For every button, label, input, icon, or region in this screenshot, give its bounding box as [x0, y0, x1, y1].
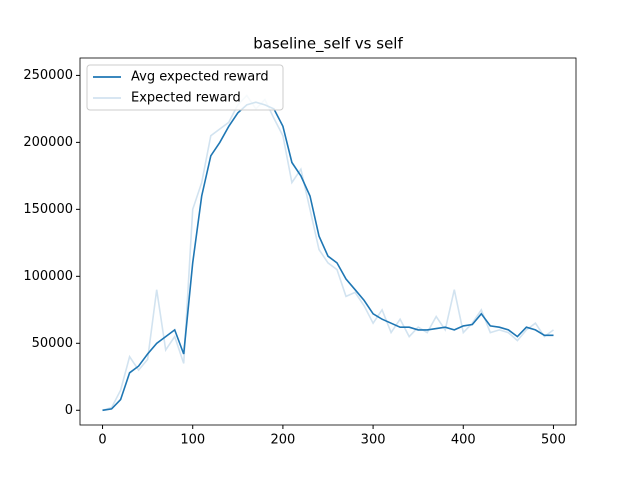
- series-line: [102, 94, 554, 412]
- y-tick-label: 50000: [32, 336, 73, 351]
- x-tick-label: 500: [541, 433, 566, 448]
- x-tick-label: 300: [361, 433, 386, 448]
- legend-label: Avg expected reward: [131, 70, 269, 85]
- y-tick-label: 200000: [23, 135, 73, 150]
- y-tick-label: 250000: [23, 68, 73, 83]
- series-line: [102, 101, 554, 412]
- y-tick-label: 150000: [23, 202, 73, 217]
- plot-frame: [79, 57, 577, 426]
- y-tick-label: 100000: [23, 269, 73, 284]
- x-tick-label: 100: [180, 433, 205, 448]
- x-tick-label: 400: [451, 433, 476, 448]
- x-tick-label: 0: [98, 433, 106, 448]
- legend-label: Expected reward: [131, 91, 241, 106]
- x-tick-label: 200: [270, 433, 295, 448]
- legend-box: [86, 64, 284, 111]
- chart-title: baseline_self vs self: [253, 35, 403, 54]
- y-tick-label: 0: [65, 403, 73, 418]
